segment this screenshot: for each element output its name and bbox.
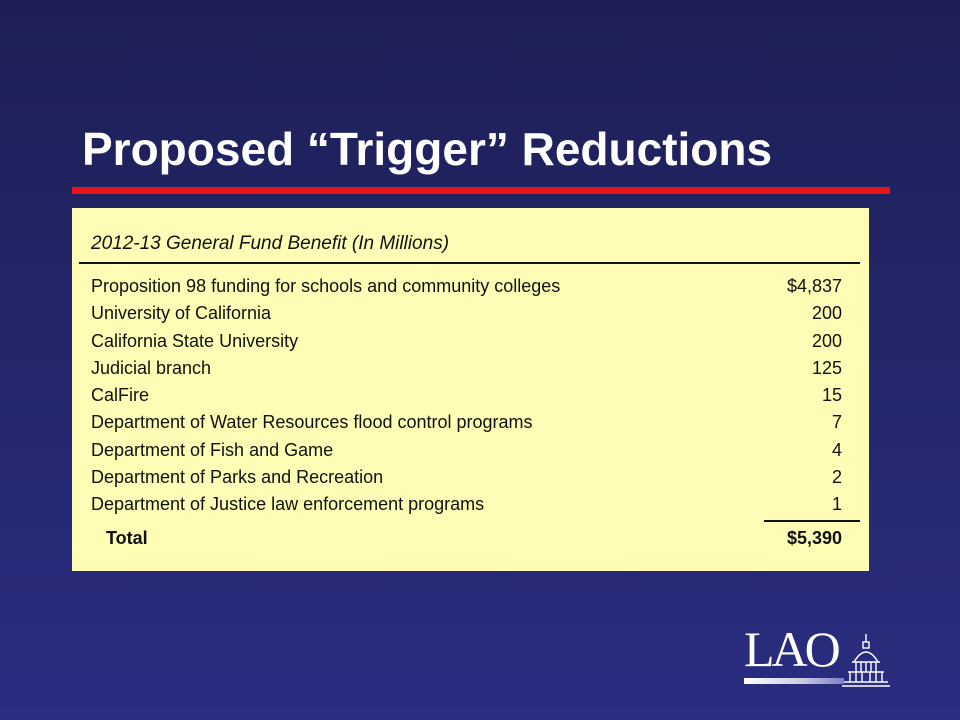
table-row: Judicial branch 125 [72,358,869,385]
row-label: Judicial branch [91,357,212,378]
row-amount: 200 [811,330,842,351]
header-rule [79,262,860,264]
total-row: Total $5,390 [72,528,869,552]
row-label: Department of Parks and Recreation [91,467,384,488]
table-caption: 2012-13 General Fund Benefit (In Million… [91,233,450,254]
logo-text: LAO [744,621,841,677]
row-amount: 125 [811,357,842,378]
lao-logo: LAO [744,622,894,692]
row-amount: 2 [831,467,842,488]
table-rows: Proposition 98 funding for schools and c… [72,276,869,522]
row-amount: 7 [831,412,842,433]
row-label: Department of Fish and Game [91,439,334,460]
reductions-table: 2012-13 General Fund Benefit (In Million… [72,208,869,571]
table-row: CalFire 15 [72,385,869,412]
row-label: Department of Water Resources flood cont… [91,412,533,433]
row-amount: $4,837 [786,276,842,296]
table-row: Department of Water Resources flood cont… [72,412,869,439]
table-row: Department of Justice law enforcement pr… [72,494,869,521]
table-row: Department of Fish and Game 4 [72,440,869,467]
row-amount: 200 [811,303,842,324]
total-label: Total [106,528,148,548]
title-underline [72,187,890,194]
table-row: Department of Parks and Recreation 2 [72,467,869,494]
total-amount: $5,390 [786,528,842,548]
row-label: University of California [91,303,272,324]
table-row: University of California 200 [72,303,869,330]
slide-title: Proposed “Trigger” Reductions [82,123,773,175]
table-row: California State University 200 [72,331,869,358]
row-label: Proposition 98 funding for schools and c… [91,276,561,296]
row-label: California State University [91,330,299,351]
row-amount: 4 [831,439,842,460]
table-row: Proposition 98 funding for schools and c… [72,276,869,303]
capitol-dome-icon [842,634,890,687]
subtotal-rule [764,520,860,522]
row-amount: 15 [821,385,842,406]
row-label: Department of Justice law enforcement pr… [91,494,485,515]
row-label: CalFire [91,385,150,406]
row-amount: 1 [831,494,842,515]
logo-bar [744,678,844,684]
